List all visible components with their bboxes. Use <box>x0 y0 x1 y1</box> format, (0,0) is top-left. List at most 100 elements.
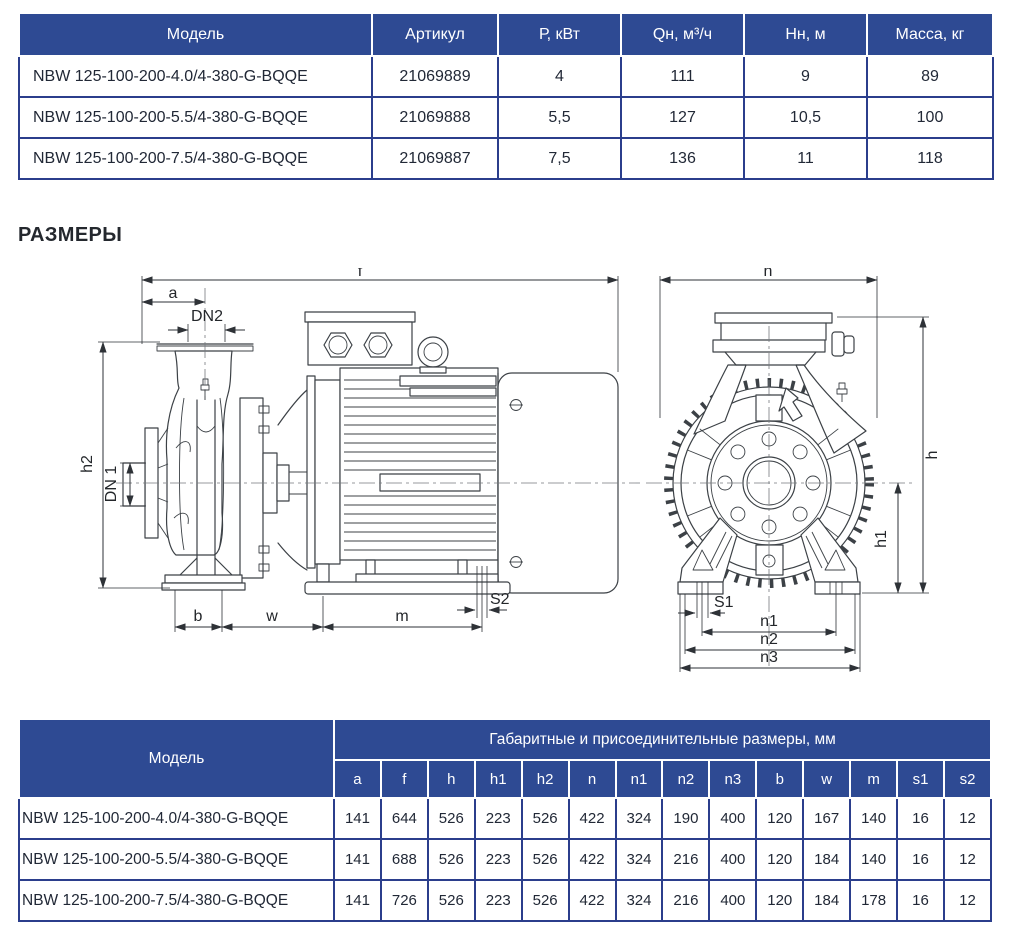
dims-cell-w: 167 <box>802 797 852 840</box>
dim-label-s1: S1 <box>714 594 734 611</box>
spec-cell-power: 5,5 <box>497 96 622 139</box>
dims-sub-header-n3: n3 <box>708 759 758 799</box>
spec-cell-head: 9 <box>743 55 868 98</box>
dimensions-table: Модель Габаритные и присоединительные ра… <box>18 718 993 922</box>
spec-table: Модель Артикул Р, кВт Qн, м³/ч Нн, м Мас… <box>18 12 994 180</box>
spec-row: NBW 125-100-200-5.5/4-380-G-BQQE 2106988… <box>18 96 994 139</box>
spec-cell-flow: 136 <box>620 137 745 180</box>
dims-cell-s2: 12 <box>942 797 993 840</box>
spec-cell-article: 21069887 <box>371 137 499 180</box>
spec-cell-flow: 111 <box>620 55 745 98</box>
dims-row: NBW 125-100-200-7.5/4-380-G-BQQE 141 726… <box>18 879 993 922</box>
spec-cell-article: 21069889 <box>371 55 499 98</box>
dims-cell-model: NBW 125-100-200-4.0/4-380-G-BQQE <box>18 797 335 840</box>
dims-cell-s2: 12 <box>942 838 993 881</box>
dim-label-dn2: DN2 <box>191 308 223 325</box>
dims-col-header-model: Модель <box>18 718 335 799</box>
dims-sub-header-n: n <box>567 759 617 799</box>
dims-header-row-1: Модель Габаритные и присоединительные ра… <box>18 718 992 799</box>
dims-cell-h: 526 <box>426 879 476 922</box>
dims-cell-model: NBW 125-100-200-5.5/4-380-G-BQQE <box>18 838 335 881</box>
dims-cell-m: 140 <box>849 838 899 881</box>
dims-cell-s2: 12 <box>942 879 993 922</box>
dim-label-f: f <box>358 268 363 280</box>
spec-cell-head: 11 <box>743 137 868 180</box>
spec-cell-flow: 127 <box>620 96 745 139</box>
dims-cell-h1: 223 <box>473 879 523 922</box>
dims-cell-b: 120 <box>755 838 805 881</box>
dims-cell-m: 140 <box>849 797 899 840</box>
dims-cell-h1: 223 <box>473 838 523 881</box>
spec-cell-model: NBW 125-100-200-4.0/4-380-G-BQQE <box>18 55 373 98</box>
dims-cell-n3: 400 <box>708 797 758 840</box>
dims-cell-n3: 400 <box>708 879 758 922</box>
dim-label-a: a <box>169 285 178 302</box>
spec-row: NBW 125-100-200-4.0/4-380-G-BQQE 2106988… <box>18 55 994 98</box>
dims-cell-n: 422 <box>567 879 617 922</box>
spec-col-header-model: Модель <box>18 12 373 57</box>
spec-cell-model: NBW 125-100-200-7.5/4-380-G-BQQE <box>18 137 373 180</box>
spec-col-header-power: Р, кВт <box>497 12 622 57</box>
dim-label-n: n <box>764 268 773 280</box>
spec-cell-mass: 89 <box>866 55 994 98</box>
dims-sub-header-s1: s1 <box>896 759 945 799</box>
dims-sub-header-h: h <box>426 759 476 799</box>
dims-sub-header-s2: s2 <box>942 759 993 799</box>
dims-cell-f: 688 <box>379 838 429 881</box>
dims-cell-h2: 526 <box>520 879 570 922</box>
dims-cell-h: 526 <box>426 797 476 840</box>
dims-sub-header-f: f <box>379 759 429 799</box>
dims-cell-a: 141 <box>333 797 382 840</box>
dims-cell-n1: 324 <box>614 879 664 922</box>
dims-cell-a: 141 <box>333 879 382 922</box>
dims-sub-header-a: a <box>333 759 382 799</box>
dims-cell-w: 184 <box>802 838 852 881</box>
dims-cell-n1: 324 <box>614 838 664 881</box>
dims-row: NBW 125-100-200-5.5/4-380-G-BQQE 141 688… <box>18 838 993 881</box>
section-title: РАЗМЕРЫ <box>18 224 123 246</box>
spec-cell-power: 4 <box>497 55 622 98</box>
dim-label-w: w <box>265 608 278 625</box>
spec-cell-head: 10,5 <box>743 96 868 139</box>
dims-header-row-2: a f h h1 h2 n n1 n2 n3 b w m s1 s2 <box>19 759 993 799</box>
pump-front-view: n h h1 S1 n1 n2 n3 <box>646 268 941 672</box>
spec-header-row: Модель Артикул Р, кВт Qн, м³/ч Нн, м Мас… <box>18 12 994 57</box>
spec-row: NBW 125-100-200-7.5/4-380-G-BQQE 2106988… <box>18 137 994 180</box>
spec-col-header-article: Артикул <box>371 12 499 57</box>
dims-cell-b: 120 <box>755 797 805 840</box>
spec-col-header-flow: Qн, м³/ч <box>620 12 745 57</box>
dim-label-n3: n3 <box>760 649 778 666</box>
dims-cell-a: 141 <box>333 838 382 881</box>
dim-label-h1: h1 <box>873 530 890 548</box>
dim-label-n1: n1 <box>760 613 778 630</box>
dims-cell-n2: 190 <box>661 797 711 840</box>
spec-cell-model: NBW 125-100-200-5.5/4-380-G-BQQE <box>18 96 373 139</box>
dims-cell-n1: 324 <box>614 797 664 840</box>
dims-cell-h2: 526 <box>520 797 570 840</box>
dims-cell-n: 422 <box>567 797 617 840</box>
dim-label-n2: n2 <box>760 631 778 648</box>
dims-cell-m: 178 <box>849 879 899 922</box>
pump-dimensional-drawing: f a DN2 h2 DN 1 b w m <box>80 268 941 672</box>
dim-label-s2: S2 <box>490 591 510 608</box>
dim-label-dn1: DN 1 <box>103 466 120 503</box>
dims-cell-h2: 526 <box>520 838 570 881</box>
dims-cell-s1: 16 <box>896 797 945 840</box>
spec-cell-article: 21069888 <box>371 96 499 139</box>
spec-col-header-head: Нн, м <box>743 12 868 57</box>
dims-sub-header-w: w <box>802 759 852 799</box>
dims-cell-h1: 223 <box>473 797 523 840</box>
dims-sub-header-m: m <box>849 759 899 799</box>
dims-sub-header-b: b <box>755 759 805 799</box>
dims-sub-header-n1: n1 <box>614 759 664 799</box>
dims-row: NBW 125-100-200-4.0/4-380-G-BQQE 141 644… <box>18 797 993 840</box>
dims-cell-n2: 216 <box>661 879 711 922</box>
dims-group-header: Габаритные и присоединительные размеры, … <box>333 718 992 761</box>
dims-cell-f: 726 <box>379 879 429 922</box>
spec-col-header-mass: Масса, кг <box>866 12 994 57</box>
dims-sub-header-h1: h1 <box>473 759 523 799</box>
dims-cell-n3: 400 <box>708 838 758 881</box>
dims-cell-model: NBW 125-100-200-7.5/4-380-G-BQQE <box>18 879 335 922</box>
dims-cell-b: 120 <box>755 879 805 922</box>
dims-cell-s1: 16 <box>896 838 945 881</box>
